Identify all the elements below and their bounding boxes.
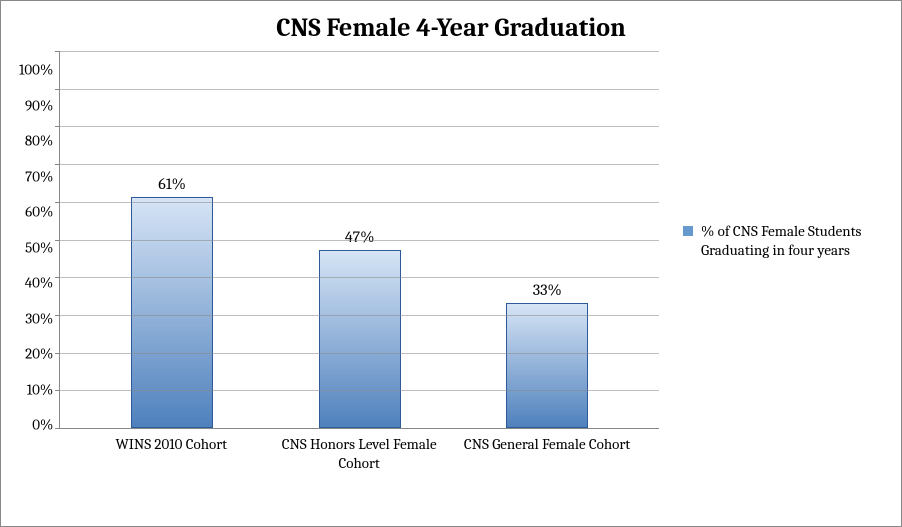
y-tick-label: 90% [25, 98, 53, 113]
legend: % of CNS Female Students Graduating in f… [659, 51, 883, 491]
y-tick-label: 50% [25, 240, 53, 255]
plot-region: 100% 90% 80% 70% 60% 50% 40% 30% 20% 10%… [19, 51, 659, 491]
y-axis: 100% 90% 80% 70% 60% 50% 40% 30% 20% 10%… [19, 55, 59, 425]
gridline [60, 51, 659, 52]
x-tick-label: CNS General Female Cohort [453, 435, 641, 473]
y-tick-mark [55, 428, 60, 429]
legend-label: % of CNS Female Students Graduating in f… [701, 222, 881, 261]
x-tick-label: CNS Honors Level Female Cohort [265, 435, 453, 473]
y-tick-label: 30% [25, 311, 53, 326]
y-tick-mark [55, 164, 60, 165]
y-tick-mark [55, 202, 60, 203]
x-tick-label: WINS 2010 Cohort [77, 435, 265, 473]
plot-area: 61% 47% 33% [59, 51, 659, 429]
y-tick-label: 80% [25, 134, 53, 149]
gridline [60, 390, 659, 391]
gridline [60, 353, 659, 354]
bar-slot: 47% [266, 228, 454, 428]
y-tick-mark [55, 240, 60, 241]
y-tick-mark [55, 390, 60, 391]
y-tick-mark [55, 353, 60, 354]
gridline [60, 126, 659, 127]
bar-value-label: 33% [533, 281, 562, 299]
y-tick-label: 20% [25, 347, 53, 362]
y-tick-label: 40% [25, 276, 54, 291]
chart-container: CNS Female 4-Year Graduation 100% 90% 80… [0, 0, 902, 527]
y-tick-mark [55, 89, 60, 90]
legend-item: % of CNS Female Students Graduating in f… [683, 222, 881, 261]
bar-value-label: 61% [158, 175, 186, 193]
y-tick-label: 0% [32, 418, 53, 433]
gridline [60, 277, 659, 278]
bar-value-label: 47% [345, 228, 375, 246]
plot-and-x: 61% 47% 33% WINS 2010 C [59, 51, 659, 491]
chart-body: 100% 90% 80% 70% 60% 50% 40% 30% 20% 10%… [19, 51, 883, 491]
y-tick-mark [55, 315, 60, 316]
x-axis: WINS 2010 Cohort CNS Honors Level Female… [59, 429, 659, 473]
gridline [60, 315, 659, 316]
gridline [60, 89, 659, 90]
chart-title: CNS Female 4-Year Graduation [19, 13, 883, 43]
gridline [60, 202, 659, 203]
y-tick-label: 60% [25, 205, 53, 220]
gridline [60, 240, 659, 241]
y-tick-mark [55, 126, 60, 127]
y-tick-mark [55, 277, 60, 278]
gridline [60, 164, 659, 165]
y-tick-label: 10% [27, 382, 54, 397]
y-tick-label: 100% [19, 63, 53, 78]
bar [131, 197, 213, 428]
legend-swatch [683, 226, 693, 236]
bar-slot: 33% [453, 281, 641, 428]
y-tick-mark [55, 51, 60, 52]
bar [506, 303, 588, 428]
y-tick-label: 70% [25, 169, 53, 184]
